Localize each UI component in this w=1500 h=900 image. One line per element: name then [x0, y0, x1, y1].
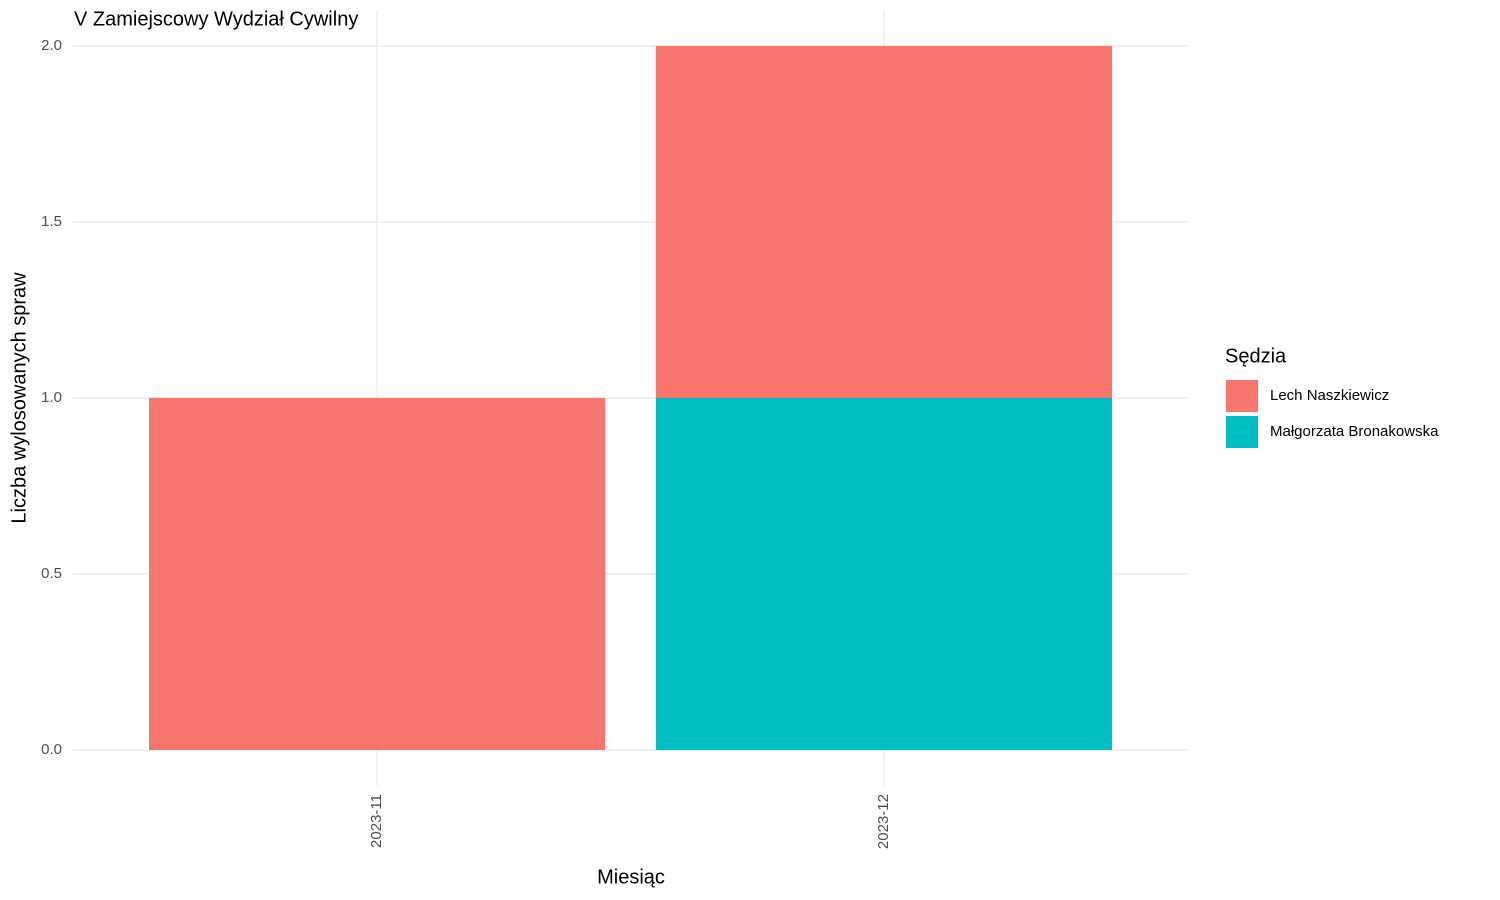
x-tick-label: 2023-12: [875, 794, 892, 849]
bars: [149, 46, 1112, 750]
legend-label: Lech Naszkiewicz: [1270, 387, 1389, 404]
y-tick-label: 2.0: [41, 37, 62, 54]
y-tick-label: 1.0: [41, 389, 62, 406]
legend-label: Małgorzata Bronakowska: [1270, 423, 1439, 440]
y-tick-label: 1.5: [41, 213, 62, 230]
legend-key: [1226, 416, 1258, 448]
y-tick-label: 0.5: [41, 565, 62, 582]
y-tick-label: 0.0: [41, 741, 62, 758]
chart-title: V Zamiejscowy Wydział Cywilny: [74, 8, 358, 30]
legend-title: Sędzia: [1225, 345, 1287, 367]
bar: [655, 46, 1112, 398]
x-tick-label: 2023-11: [368, 794, 385, 848]
x-axis-title: Miesiąc: [597, 866, 665, 888]
y-axis-title: Liczba wylosowanych spraw: [8, 272, 30, 524]
legend-key: [1226, 380, 1258, 412]
bar: [655, 398, 1112, 750]
bar: [149, 398, 606, 750]
